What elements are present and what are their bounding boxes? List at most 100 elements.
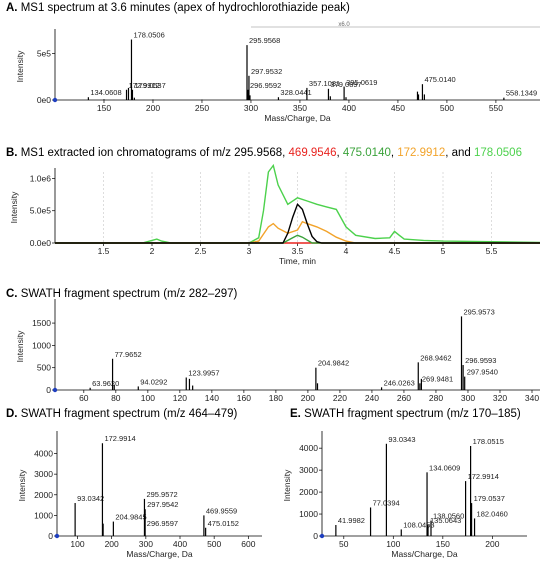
a-peak-label: 178.0506	[133, 31, 164, 40]
a-x-tick-label: 350	[293, 103, 307, 113]
d-x-tick-label: 500	[207, 539, 221, 549]
e-peak-label: 172.9914	[468, 472, 499, 481]
panel-c-title: C. SWATH fragment spectrum (m/z 282–297)	[6, 288, 237, 300]
d-peak-label: 295.9572	[146, 490, 177, 499]
b-x-tick-label: 4.5	[389, 246, 401, 256]
b-x-tick-label: 5	[441, 246, 446, 256]
e-x-tick-label: 100	[386, 539, 400, 549]
panel-d-letter: D.	[6, 408, 18, 420]
c-x-tick-label: 340	[525, 393, 539, 403]
a-zoom-label: x6.0	[338, 22, 350, 28]
panel-c-text: SWATH fragment spectrum (m/z 282–297)	[17, 288, 238, 300]
d-peak-label: 204.9845	[115, 513, 146, 522]
d-x-axis-label: Mass/Charge, Da	[126, 549, 192, 559]
panel-b-prefix: MS1 extracted ion chromatograms of m/z 2…	[17, 147, 289, 159]
e-x-axis-label: Mass/Charge, Da	[391, 549, 457, 559]
e-y-tick-label: 4000	[299, 443, 318, 453]
e-peak-label: 179.0537	[474, 494, 505, 503]
a-peak-label: 328.0441	[280, 88, 311, 97]
c-x-tick-label: 60	[79, 393, 89, 403]
c-x-tick-label: 220	[333, 393, 347, 403]
b-x-axis-label: Time, min	[279, 256, 316, 266]
a-peak-label: 475.0140	[424, 75, 455, 84]
panel-a-text: MS1 spectrum at 3.6 minutes (apex of hyd…	[17, 2, 350, 14]
a-x-tick-label: 400	[342, 103, 356, 113]
e-y-tick-label: 3000	[299, 465, 318, 475]
c-y-tick-label: 1500	[32, 318, 51, 328]
d-x-tick-label: 400	[173, 539, 187, 549]
e-x-tick-label: 150	[436, 539, 450, 549]
c-peak-label: 268.9462	[420, 353, 451, 362]
a-peak-label: 379.0897	[330, 80, 361, 89]
c-x-tick-label: 260	[397, 393, 411, 403]
panel-d-title: D. SWATH fragment spectrum (m/z 464–479)	[6, 408, 237, 420]
c-x-tick-label: 300	[461, 393, 475, 403]
c-peak-label: 246.0263	[384, 378, 415, 387]
c-y-tick-label: 1000	[32, 340, 51, 350]
d-peak-label: 93.0342	[77, 494, 104, 503]
c-x-tick-label: 100	[141, 393, 155, 403]
d-x-tick-label: 600	[241, 539, 255, 549]
panel-b-sep1: ,	[336, 147, 343, 159]
b-y-axis-label: Intensity	[9, 191, 19, 223]
a-peak-label: 297.9532	[251, 67, 282, 76]
c-x-tick-label: 160	[237, 393, 251, 403]
a-peak-label: 134.0608	[90, 88, 121, 97]
a-x-tick-label: 300	[244, 103, 258, 113]
a-x-axis-label: Mass/Charge, Da	[264, 113, 330, 123]
a-origin-marker	[52, 97, 58, 103]
d-peak-label: 296.9597	[147, 519, 178, 528]
d-x-tick-label: 100	[70, 539, 84, 549]
d-y-tick-label: 0	[48, 531, 53, 541]
e-peak-label: 182.0460	[477, 509, 508, 518]
a-y-axis-label: Intensity	[15, 50, 25, 82]
d-peak-label: 469.9559	[206, 506, 237, 515]
a-x-tick-label: 550	[489, 103, 503, 113]
c-peak-label: 77.9652	[115, 350, 142, 359]
a-peak-label: 295.9568	[249, 36, 280, 45]
e-x-tick-label: 50	[339, 539, 349, 549]
b-x-tick-label: 3.5	[292, 246, 304, 256]
d-y-axis-label: Intensity	[17, 469, 27, 501]
e-y-axis-label: Intensity	[282, 469, 292, 501]
e-y-tick-label: 2000	[299, 487, 318, 497]
e-origin-marker	[319, 533, 325, 539]
b-y-tick-label: 0.0e0	[30, 238, 52, 248]
panel-a-title: A. MS1 spectrum at 3.6 minutes (apex of …	[6, 2, 350, 14]
c-peak-label: 295.9573	[463, 307, 494, 316]
c-x-tick-label: 320	[493, 393, 507, 403]
a-x-tick-label: 500	[440, 103, 454, 113]
a-peak-label: 395.0619	[346, 78, 377, 87]
c-x-tick-label: 120	[173, 393, 187, 403]
a-y-tick-label: 0e0	[37, 95, 51, 105]
b-x-tick-label: 3	[247, 246, 252, 256]
d-y-tick-label: 2000	[34, 490, 53, 500]
panel-b-sep2: ,	[390, 147, 398, 159]
c-peak-label: 63.9620	[92, 379, 119, 388]
e-peak-label: 135.0643	[430, 516, 461, 525]
b-y-tick-label: 1.0e6	[30, 173, 52, 183]
c-peak-label: 269.9481	[422, 374, 453, 383]
c-y-tick-label: 0	[46, 385, 51, 395]
a-peak-label: 296.9592	[250, 81, 281, 90]
c-x-tick-label: 80	[111, 393, 121, 403]
b-series-line-1	[55, 220, 540, 244]
panel-d-text: SWATH fragment spectrum (m/z 464–479)	[17, 408, 238, 420]
d-peak-label: 475.0152	[208, 519, 239, 528]
e-peak-label: 93.0343	[388, 435, 415, 444]
e-peak-label: 108.0453	[403, 520, 434, 529]
c-x-tick-label: 280	[429, 393, 443, 403]
b-x-tick-label: 2.5	[195, 246, 207, 256]
e-peak-label: 178.0515	[473, 437, 504, 446]
panel-c-letter: C.	[6, 288, 18, 300]
e-y-tick-label: 0	[313, 531, 318, 541]
panel-b-mz-178: 178.0506	[474, 147, 522, 159]
panel-e-letter: E.	[290, 408, 301, 420]
a-peak-label: 172.9912	[129, 81, 160, 90]
d-peak-label: 297.9542	[147, 500, 178, 509]
d-x-tick-label: 200	[105, 539, 119, 549]
e-y-tick-label: 1000	[299, 509, 318, 519]
c-peak-label: 204.9842	[318, 359, 349, 368]
a-y-tick-label: 5e5	[37, 48, 51, 58]
e-peak-label: 134.0609	[429, 463, 460, 472]
